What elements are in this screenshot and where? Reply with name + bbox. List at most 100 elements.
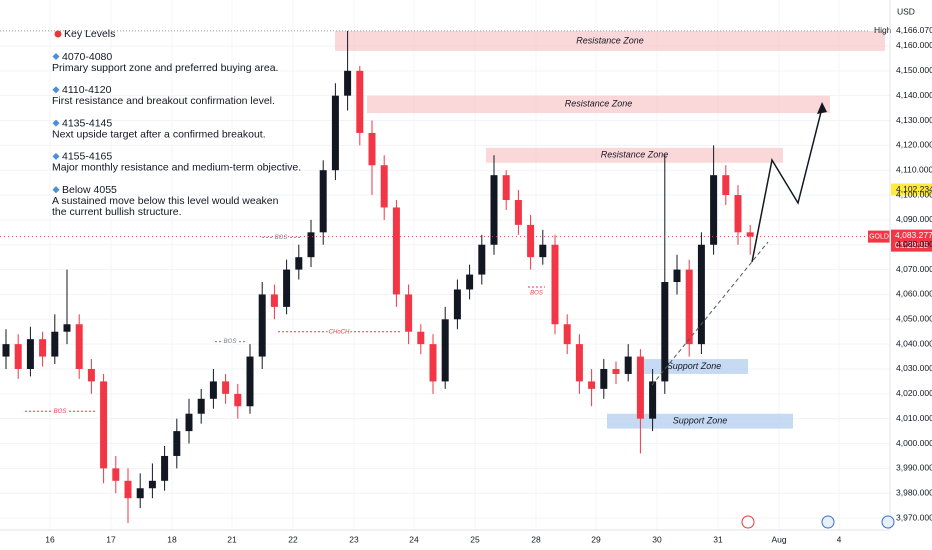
zone [486, 147, 783, 163]
marker-price-label: 4,102.234 [896, 184, 932, 194]
candle-body [112, 468, 120, 481]
y-tick-label: 4,150.000 [896, 65, 932, 75]
candle-body [63, 324, 71, 332]
symbol-label: GOLD [869, 233, 889, 240]
candle-body [295, 257, 303, 270]
candle-body [514, 200, 522, 225]
candle-body [197, 398, 205, 414]
x-tick-label: 18 [167, 534, 177, 544]
marker-price-tag [891, 183, 932, 196]
candle-body [222, 381, 230, 394]
candle-body [697, 244, 705, 345]
y-tick-label: 3,980.000 [896, 487, 932, 497]
x-tick-label: 29 [591, 534, 601, 544]
candle-body [673, 269, 681, 283]
candle-body [368, 132, 376, 166]
x-tick-label: 28 [531, 534, 541, 544]
x-tick-label: 31 [713, 534, 723, 544]
y-tick-label: 4,060.000 [896, 289, 932, 299]
candle-body [588, 381, 596, 389]
candle-body [746, 232, 754, 237]
level-title: 4135-4145 [62, 117, 112, 129]
candle-body [710, 175, 718, 245]
event-icon[interactable] [741, 515, 755, 529]
y-tick-label: 4,040.000 [896, 338, 932, 348]
candle-body [283, 269, 291, 307]
candle-body [575, 344, 583, 382]
candle-body [331, 95, 339, 171]
candle-body [136, 488, 144, 499]
candle-body [344, 70, 352, 96]
y-tick-label: 4,070.000 [896, 264, 932, 274]
level-title: 4110-4120 [62, 84, 112, 96]
y-tick-label: 4,000.000 [896, 438, 932, 448]
candle-body [87, 368, 95, 382]
currency-label: USD [897, 6, 915, 16]
structure-label: BOS [224, 339, 237, 345]
projection-path [751, 107, 823, 263]
event-icon[interactable] [821, 515, 835, 529]
candle-body [26, 339, 34, 369]
y-tick-label: 4,140.000 [896, 90, 932, 100]
y-tick-label: 4,130.000 [896, 115, 932, 125]
candle-body [234, 393, 242, 407]
candle-body [649, 381, 657, 419]
candle-body [258, 294, 266, 357]
level-title: 4070-4080 [62, 51, 112, 63]
level-text: Major monthly resistance and medium-term… [52, 162, 301, 174]
candle-body [624, 356, 632, 374]
notes-title: Key Levels [64, 28, 115, 40]
structure-label: BOS [54, 409, 67, 415]
candle-body [100, 381, 108, 469]
x-tick-label: 23 [349, 534, 359, 544]
zone-label: Resistance Zone [565, 99, 633, 109]
y-tick-label: 4,100.000 [896, 189, 932, 199]
level-text: A sustained move below this level would … [52, 195, 279, 207]
zone-label: Support Zone [673, 416, 728, 426]
y-tick-label: 3,990.000 [896, 463, 932, 473]
y-tick-label: 4,160.000 [896, 40, 932, 50]
candle-body [551, 244, 559, 325]
x-tick-label: 17 [106, 534, 116, 544]
trend-line [651, 241, 769, 386]
diamond-bullet [52, 152, 60, 160]
candle-body [39, 339, 47, 357]
level-title: Below 4055 [62, 184, 117, 196]
candle-body [453, 289, 461, 320]
structure-label: BOS [530, 291, 543, 297]
candle-body [502, 175, 510, 201]
candle-body [490, 175, 498, 245]
y-tick-label: 4,020.000 [896, 388, 932, 398]
x-tick-label: Aug [771, 534, 786, 544]
event-icon[interactable] [881, 515, 895, 529]
y-tick-label: 3,970.000 [896, 512, 932, 522]
x-tick-label: 21 [227, 534, 237, 544]
candle-body [124, 480, 132, 499]
x-tick-label: 22 [288, 534, 298, 544]
candle-body [405, 294, 413, 332]
candle-body [685, 269, 693, 345]
y-tick-label: 4,010.000 [896, 413, 932, 423]
candle-body [209, 381, 217, 399]
candle-body [307, 232, 315, 258]
level-text: Next upside target after a confirmed bre… [52, 128, 266, 140]
candle-body [2, 344, 10, 357]
zone-label: Resistance Zone [601, 150, 669, 160]
y-tick-label: 4,050.000 [896, 314, 932, 324]
candle-body [148, 480, 156, 489]
high-value: 4,166.070 [896, 25, 932, 35]
diamond-bullet [52, 186, 60, 194]
candle-body [75, 324, 83, 369]
candle-body [380, 165, 388, 208]
candle-body [173, 431, 181, 456]
candle-body [14, 344, 22, 369]
zone-label: Support Zone [667, 361, 722, 371]
last-price-label: 4,083.277 [895, 230, 932, 240]
zone [367, 95, 830, 114]
projection-arrow [817, 102, 827, 114]
zone [335, 31, 885, 51]
structure-label: BOS [275, 235, 288, 241]
x-tick-label: 16 [45, 534, 55, 544]
candle-body [539, 244, 547, 258]
